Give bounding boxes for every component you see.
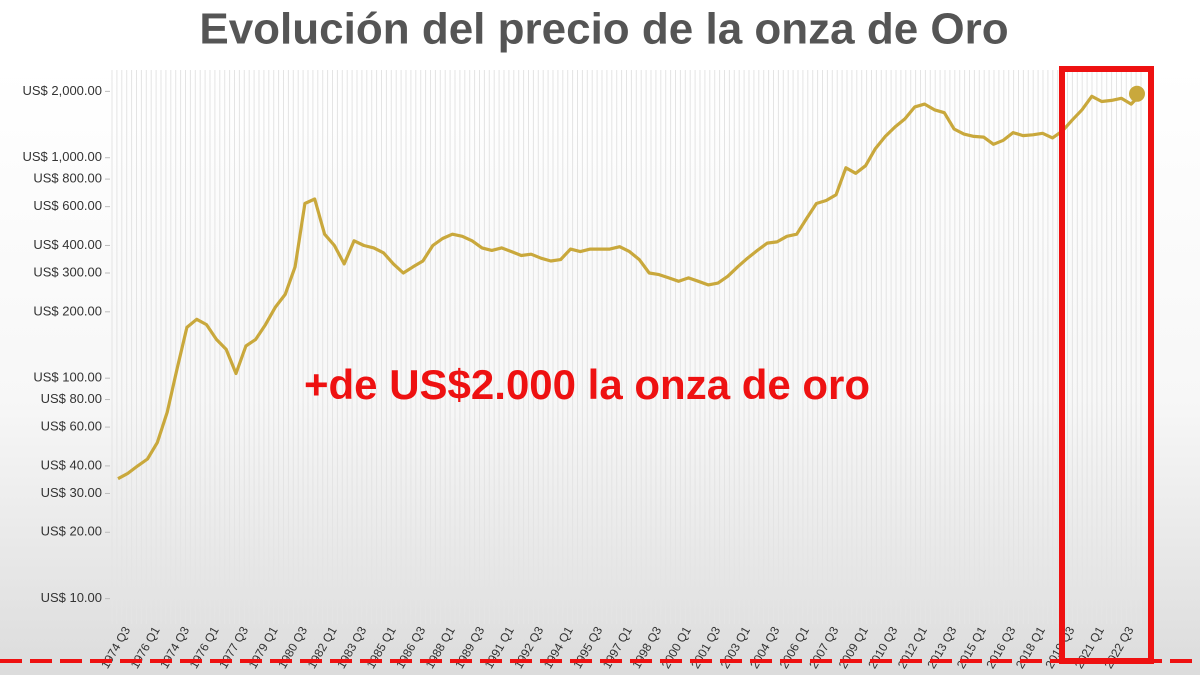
y-tick-label: US$ 800.00: [33, 171, 102, 186]
y-tick-label: US$ 30.00: [41, 485, 102, 500]
vertical-grid: [111, 70, 1142, 624]
end-point: [1129, 85, 1145, 102]
annotation: +de US$2.000 la onza de oro: [304, 361, 870, 408]
y-tick-label: US$ 1,000.00: [22, 149, 102, 164]
y-tick-label: US$ 100.00: [33, 370, 102, 385]
y-tick-label: US$ 20.00: [41, 524, 102, 539]
y-tick-label: US$ 2,000.00: [22, 83, 102, 98]
y-tick-label: US$ 300.00: [33, 264, 102, 279]
y-tick-label: US$ 200.00: [33, 303, 102, 318]
y-tick-label: US$ 400.00: [33, 237, 102, 252]
price-line: [117, 92, 1143, 481]
highlight-box: [1059, 66, 1154, 664]
y-tick-label: US$ 40.00: [41, 457, 102, 472]
y-tick-label: US$ 10.00: [41, 590, 102, 605]
y-tick-label: US$ 600.00: [33, 198, 102, 213]
y-tick-label: US$ 80.00: [41, 391, 102, 406]
y-tick-label: US$ 60.00: [41, 419, 102, 434]
chart-title: Evolución del precio de la onza de Oro: [199, 5, 1008, 54]
